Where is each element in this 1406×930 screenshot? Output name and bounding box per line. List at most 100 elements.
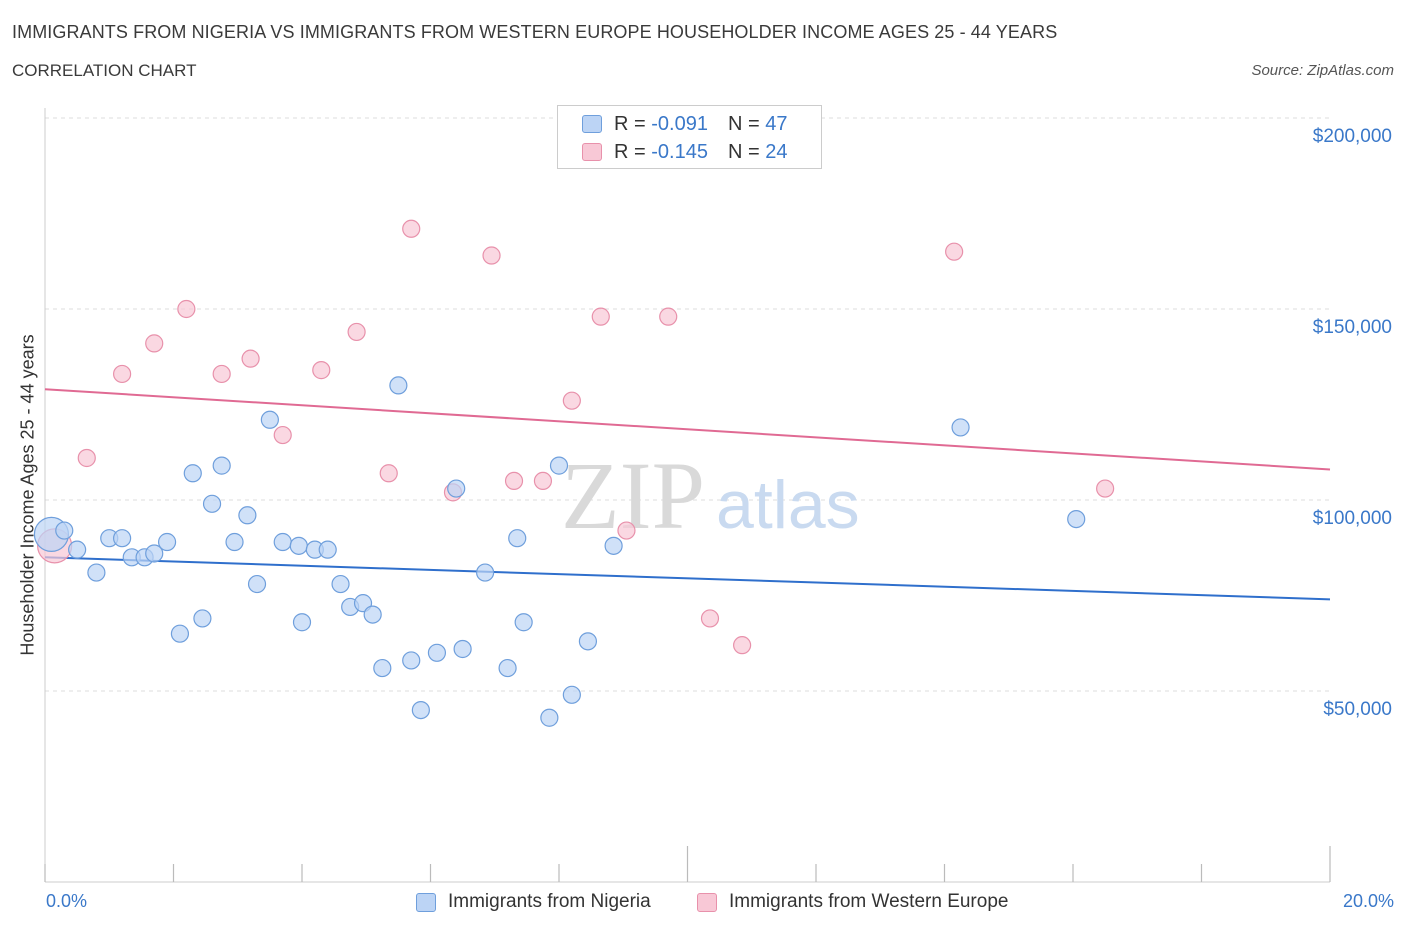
correlation-legend: R = -0.091 N = 47 R = -0.145 N = 24 bbox=[557, 105, 822, 169]
x-tick-label-min: 0.0% bbox=[46, 891, 88, 911]
nigeria-point bbox=[212, 456, 231, 475]
western-europe-point bbox=[77, 448, 96, 468]
western-europe-swatch bbox=[582, 143, 602, 161]
western-europe-point bbox=[402, 219, 421, 238]
western-europe-point bbox=[591, 307, 610, 326]
nigeria-point bbox=[238, 506, 257, 525]
western-europe-point bbox=[212, 364, 231, 384]
legend-label-nigeria: Immigrants from Nigeria bbox=[448, 891, 651, 912]
gridlines bbox=[45, 117, 1330, 692]
western-europe-point bbox=[945, 242, 964, 261]
nigeria-point bbox=[183, 464, 202, 483]
nigeria-swatch bbox=[582, 115, 602, 133]
legend-item-nigeria: Immigrants from Nigeria bbox=[416, 889, 651, 915]
y-tick-label: $150,000 bbox=[1313, 317, 1392, 338]
nigeria-point bbox=[402, 651, 421, 670]
y-tick-label: $200,000 bbox=[1313, 126, 1392, 147]
legend-r-value: -0.145 bbox=[651, 140, 708, 163]
y-tick-label: $100,000 bbox=[1313, 508, 1392, 529]
western-europe-point bbox=[533, 471, 553, 490]
axes bbox=[44, 108, 1331, 883]
x-tick-label-max: 20.0% bbox=[1342, 891, 1394, 911]
nigeria-point bbox=[260, 410, 279, 429]
western-europe-point bbox=[347, 322, 366, 342]
legend-r-label: R = bbox=[614, 112, 646, 135]
watermark-atlas: atlas bbox=[716, 467, 860, 543]
y-tick-label: $50,000 bbox=[1323, 699, 1392, 720]
nigeria-point bbox=[170, 624, 190, 643]
western-europe-legend-swatch bbox=[697, 892, 717, 912]
nigeria-point bbox=[157, 532, 177, 552]
western-europe-point bbox=[700, 609, 720, 628]
trend-line-western-europe bbox=[44, 388, 1331, 471]
nigeria-point bbox=[373, 658, 392, 678]
source-label: Source: ZipAtlas.com bbox=[1251, 62, 1394, 79]
nigeria-point bbox=[604, 536, 623, 555]
chart-subtitle: CORRELATION CHART bbox=[12, 61, 197, 80]
nigeria-point bbox=[247, 574, 267, 594]
nigeria-point bbox=[363, 605, 382, 624]
data-points bbox=[33, 219, 1115, 727]
nigeria-point bbox=[87, 563, 106, 582]
legend-n-label: N = bbox=[727, 140, 760, 163]
nigeria-legend-swatch bbox=[416, 892, 436, 912]
chart-title: IMMIGRANTS FROM NIGERIA VS IMMIGRANTS FR… bbox=[12, 22, 1058, 42]
nigeria-point bbox=[453, 639, 472, 659]
legend-r-label: R = bbox=[614, 140, 646, 163]
legend-label-western-europe: Immigrants from Western Europe bbox=[729, 891, 1009, 912]
legend-row-nigeria: R = -0.091 N = 47 bbox=[582, 111, 787, 137]
nigeria-point bbox=[549, 456, 569, 475]
legend-n-value: 24 bbox=[765, 140, 788, 163]
y-axis-label: Householder Income Ages 25 - 44 years bbox=[17, 334, 38, 656]
y-tick-labels: $50,000 $100,000 $150,000 $200,000 bbox=[1313, 126, 1392, 720]
western-europe-point bbox=[617, 521, 636, 540]
nigeria-point bbox=[318, 540, 337, 559]
nigeria-point bbox=[540, 708, 559, 727]
legend-item-western-europe: Immigrants from Western Europe bbox=[697, 889, 1008, 915]
western-europe-point bbox=[273, 425, 292, 445]
nigeria-point bbox=[202, 494, 222, 513]
western-europe-point bbox=[145, 334, 164, 353]
western-europe-point bbox=[504, 471, 524, 490]
western-europe-point bbox=[482, 246, 501, 265]
nigeria-point bbox=[55, 521, 74, 540]
western-europe-point bbox=[112, 364, 132, 384]
legend-n-value: 47 bbox=[765, 112, 788, 135]
western-europe-point bbox=[177, 299, 196, 319]
western-europe-point bbox=[379, 464, 398, 483]
nigeria-point bbox=[68, 540, 87, 559]
nigeria-point bbox=[289, 536, 308, 555]
nigeria-point bbox=[508, 529, 527, 548]
nigeria-point bbox=[225, 532, 244, 552]
western-europe-point bbox=[562, 391, 581, 410]
western-europe-point bbox=[312, 361, 331, 380]
western-europe-point bbox=[659, 307, 678, 326]
legend-n-label: N = bbox=[727, 112, 760, 135]
nigeria-point bbox=[476, 563, 495, 582]
western-europe-point bbox=[241, 349, 260, 368]
nigeria-point bbox=[578, 632, 598, 651]
nigeria-point bbox=[145, 544, 164, 563]
watermark: ZIP atlas bbox=[561, 442, 860, 549]
trend-lines bbox=[44, 388, 1331, 601]
legend-r-value: -0.091 bbox=[651, 112, 708, 135]
nigeria-point bbox=[331, 574, 350, 594]
nigeria-point bbox=[273, 532, 292, 552]
nigeria-point bbox=[514, 613, 533, 632]
nigeria-point bbox=[1067, 509, 1086, 529]
nigeria-point bbox=[447, 479, 466, 498]
nigeria-point bbox=[411, 700, 430, 720]
nigeria-point bbox=[292, 613, 312, 632]
western-europe-point bbox=[733, 636, 752, 655]
nigeria-point bbox=[112, 529, 132, 548]
legend-row-western-europe: R = -0.145 N = 24 bbox=[582, 139, 787, 165]
western-europe-point bbox=[1096, 479, 1115, 498]
nigeria-point bbox=[389, 376, 408, 395]
nigeria-point bbox=[193, 609, 212, 628]
nigeria-point bbox=[951, 418, 970, 437]
nigeria-point bbox=[498, 658, 517, 678]
nigeria-point bbox=[562, 685, 581, 704]
nigeria-point bbox=[427, 643, 447, 662]
trend-line-nigeria bbox=[44, 556, 1331, 601]
